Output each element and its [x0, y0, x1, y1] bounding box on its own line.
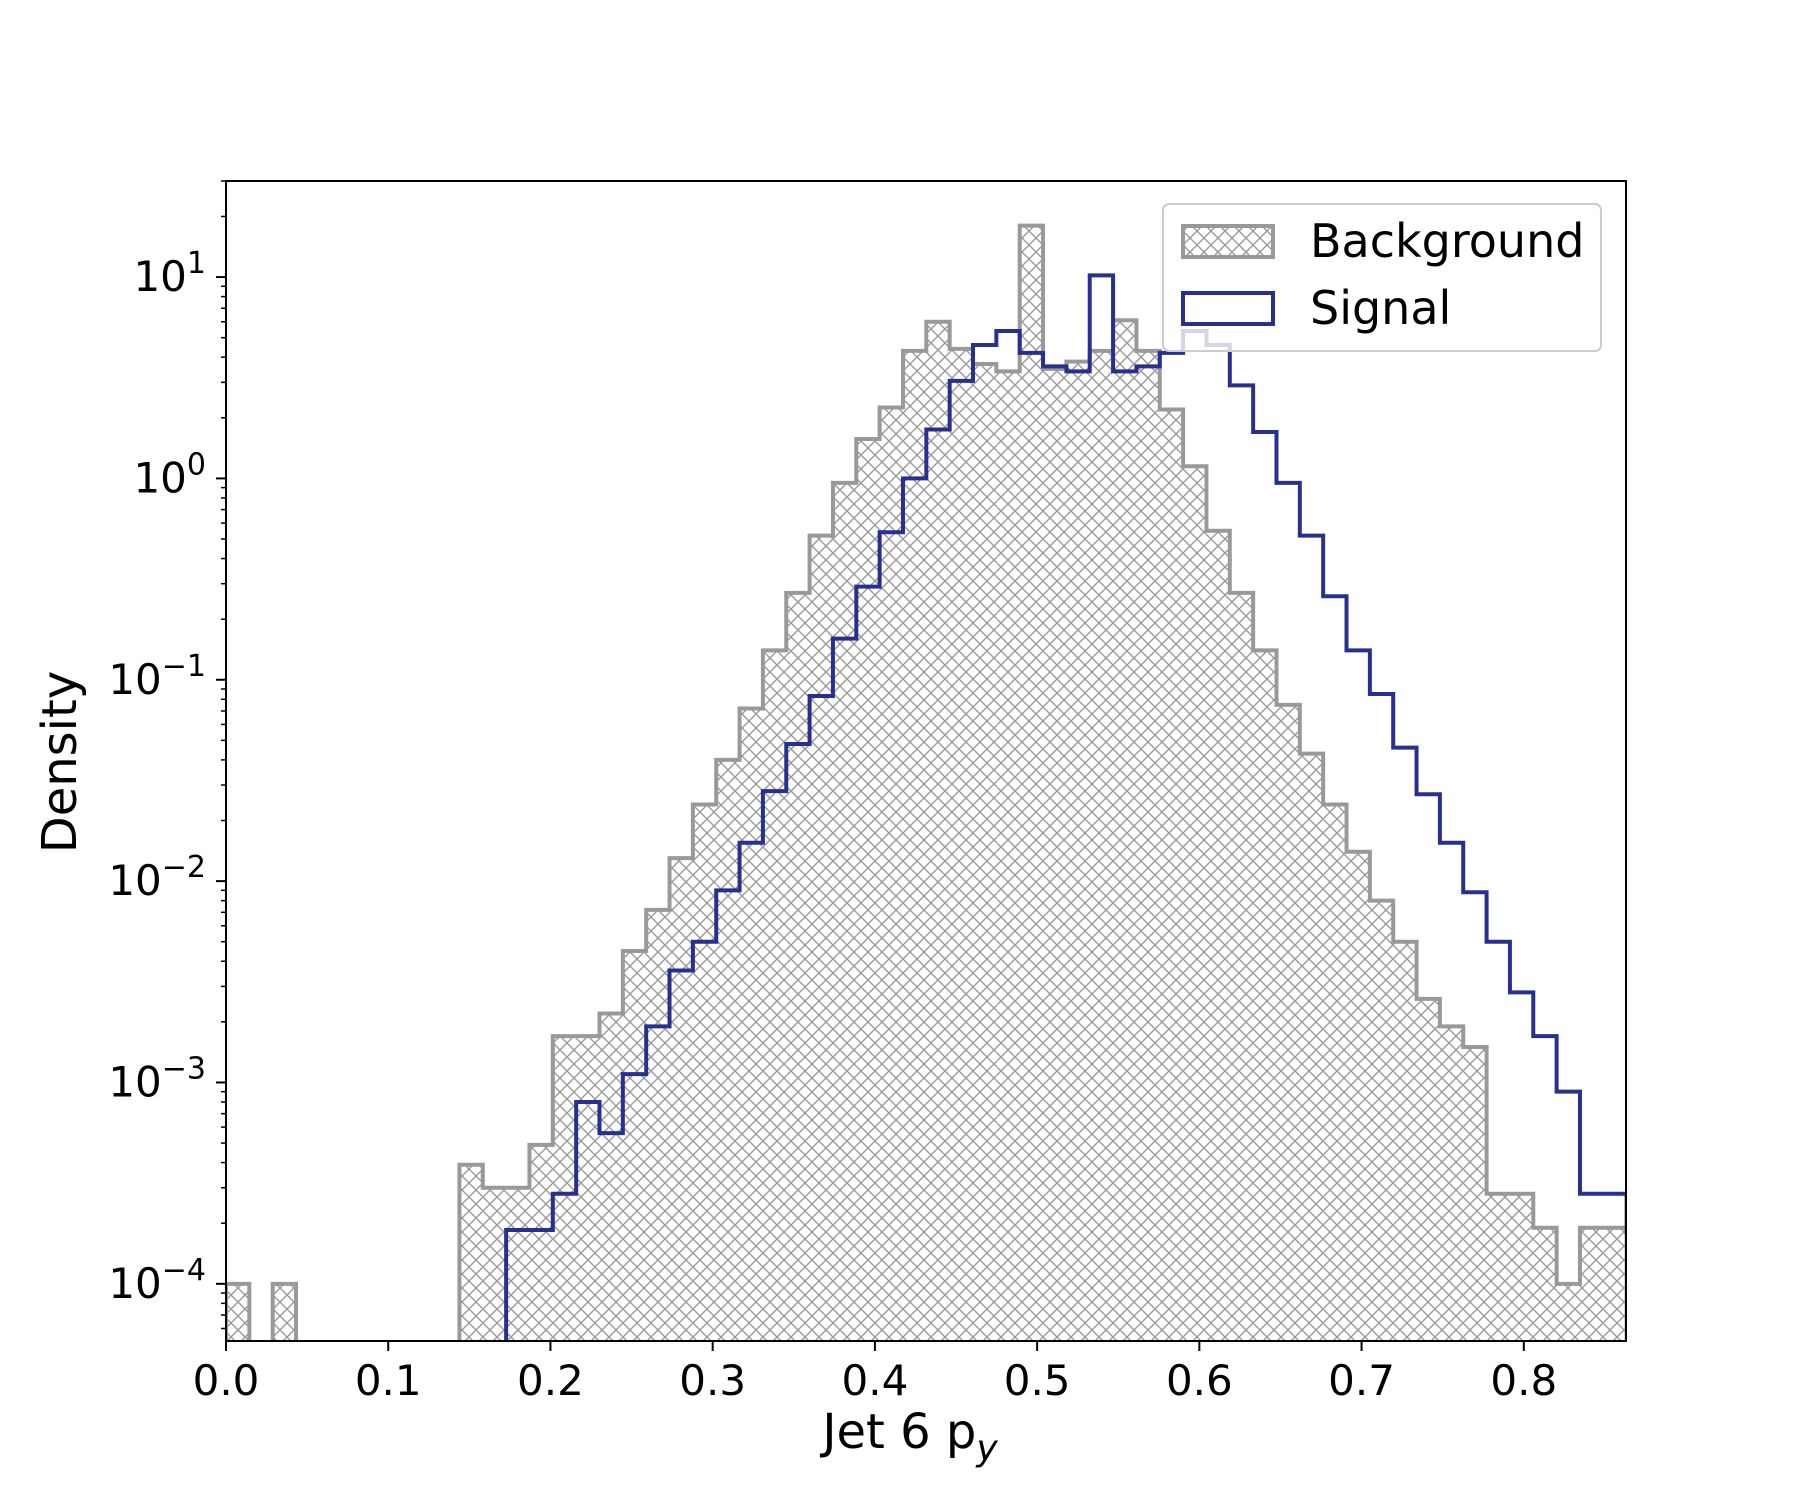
background-bar: [1509, 1193, 1534, 1341]
background-bar: [996, 371, 1020, 1341]
background-bar: [716, 759, 740, 1341]
background-bar: [552, 1036, 577, 1341]
background-bar: [1253, 650, 1277, 1341]
background-bar: [1346, 851, 1370, 1341]
background-bar: [692, 804, 717, 1341]
background-bar: [1113, 320, 1137, 1341]
background-bar: [646, 909, 670, 1341]
background-bar: [1276, 704, 1300, 1341]
background-bar: [1369, 900, 1394, 1341]
background-bar: [1416, 998, 1440, 1341]
x-axis: 0.0 0.1 0.2 0.3 0.4 0.5 0.6 0.7 0.8: [193, 1341, 1557, 1405]
y-tick-label: 10−3: [108, 1051, 206, 1106]
background-bar: [786, 592, 810, 1341]
background-bar: [1579, 1227, 1604, 1341]
signal-histogram: [504, 273, 1626, 1341]
legend-swatch-background: [1181, 224, 1275, 259]
background-bar: [1439, 1026, 1464, 1341]
y-tick-label: 100: [133, 447, 206, 502]
background-bar: [832, 482, 857, 1341]
background-bar: [1463, 1047, 1487, 1341]
background-bar: [902, 350, 927, 1341]
background-bar: [599, 1013, 623, 1341]
x-tick-label: 0.7: [1328, 1356, 1395, 1405]
y-tick-label: 101: [133, 246, 206, 301]
x-axis-label: Jet 6 py: [819, 1404, 998, 1469]
background-bar: [949, 348, 974, 1341]
x-tick-label: 0.8: [1490, 1356, 1557, 1405]
background-bar: [482, 1187, 507, 1341]
background-bar: [1229, 592, 1254, 1341]
background-bar: [926, 321, 950, 1341]
signal-outline: [504, 273, 1626, 1341]
background-bar: [576, 1036, 600, 1341]
legend-label-signal: Signal: [1310, 281, 1451, 335]
background-bar: [622, 950, 647, 1341]
background-bar: [1393, 941, 1417, 1341]
x-tick-label: 0.2: [517, 1356, 584, 1405]
x-tick-label: 0.6: [1166, 1356, 1233, 1405]
background-bar: [226, 1283, 250, 1341]
x-tick-label: 0.4: [842, 1356, 909, 1405]
background-histogram: [226, 223, 1626, 1341]
background-bar: [879, 407, 903, 1341]
y-axis-label: Density: [32, 671, 88, 853]
background-bar: [739, 708, 763, 1341]
background-bar: [1323, 804, 1347, 1341]
background-bar: [272, 1283, 297, 1341]
background-bar: [529, 1144, 553, 1341]
y-tick-label: 10−4: [108, 1253, 206, 1308]
y-axis: 10−4 10−3 10−2 10−1 100 101: [108, 180, 226, 1330]
background-outline: [226, 223, 1626, 1341]
background-bar: [1299, 753, 1324, 1341]
background-bar: [1533, 1227, 1557, 1341]
legend: Background Signal: [1162, 203, 1602, 352]
y-tick-label: 10−2: [108, 850, 206, 905]
background-bar: [1043, 368, 1067, 1341]
background-bar: [762, 650, 787, 1341]
background-bar: [809, 535, 833, 1341]
background-bar: [1556, 1283, 1580, 1341]
background-bar: [669, 858, 693, 1341]
plot-frame: [225, 180, 1627, 1342]
background-bar: [1089, 350, 1114, 1341]
background-bar: [1206, 530, 1230, 1341]
background-bar: [1486, 1193, 1510, 1341]
x-tick-label: 0.3: [679, 1356, 746, 1405]
plot-area: [226, 223, 1626, 1341]
background-bar: [973, 364, 997, 1341]
x-tick-label: 0.0: [193, 1356, 260, 1405]
legend-label-background: Background: [1310, 214, 1584, 268]
legend-swatch-signal: [1181, 291, 1275, 326]
background-bar: [856, 438, 880, 1341]
background-bar: [1159, 409, 1184, 1341]
y-tick-label: 10−1: [108, 649, 206, 704]
background-bar: [459, 1164, 483, 1341]
background-bar: [1603, 1227, 1626, 1341]
background-bar: [1183, 466, 1207, 1341]
background-bar: [1066, 361, 1090, 1341]
x-tick-label: 0.5: [1004, 1356, 1071, 1405]
background-bar: [1019, 225, 1044, 1341]
x-tick-label: 0.1: [355, 1356, 422, 1405]
background-bar: [506, 1187, 530, 1341]
background-bar: [1136, 350, 1160, 1341]
